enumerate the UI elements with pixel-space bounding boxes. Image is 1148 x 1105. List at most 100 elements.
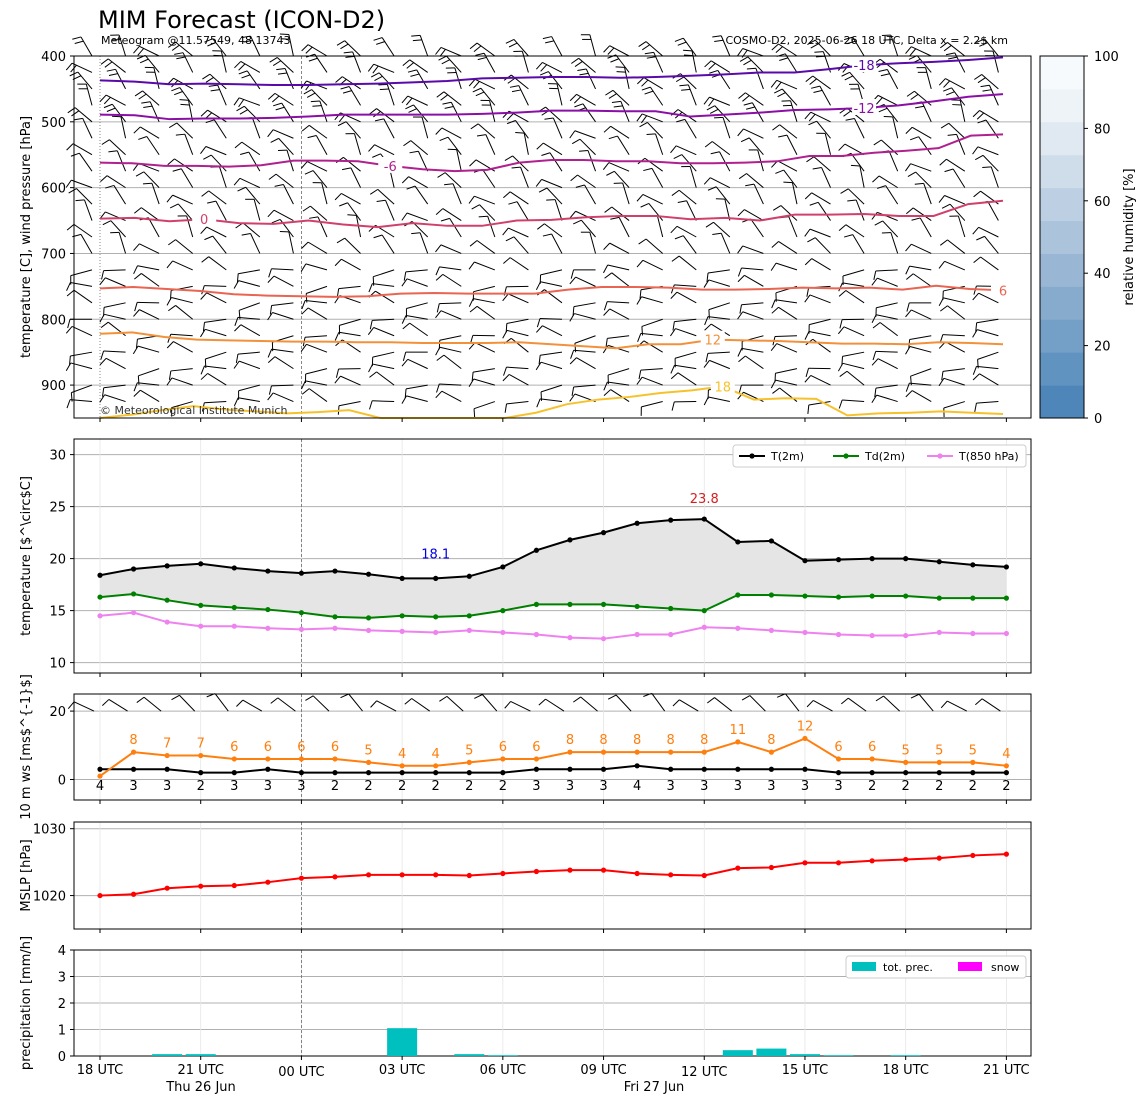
- barb-staff: [409, 59, 428, 73]
- barb-staff: [809, 318, 831, 326]
- wind-barb: [234, 141, 261, 156]
- barb-flag: [300, 380, 306, 390]
- barb-staff: [508, 373, 529, 386]
- legend-swatch: [958, 962, 982, 971]
- barb-flag: [234, 61, 242, 69]
- barb-staff: [139, 45, 160, 57]
- barb-staff: [607, 264, 630, 271]
- wind-barb: [335, 368, 361, 378]
- barb-staff: [70, 399, 93, 403]
- barb-flag: [538, 187, 548, 193]
- wind-barb: [515, 132, 529, 155]
- barb-staff: [288, 231, 294, 254]
- barb-flag: [670, 284, 675, 294]
- barb-staff: [344, 237, 361, 254]
- barb-staff: [618, 217, 630, 238]
- legend-marker: [937, 453, 943, 459]
- wind-barb: [444, 183, 462, 205]
- data-point: [97, 572, 103, 578]
- barb-flag: [200, 226, 208, 235]
- barb-flag: [435, 127, 443, 135]
- y-tick-label: 700: [41, 247, 66, 262]
- barb-flag: [610, 216, 620, 220]
- wind-barb: [841, 71, 865, 90]
- data-point: [164, 752, 170, 759]
- barb-flag: [439, 136, 449, 141]
- barb-staff: [118, 34, 127, 57]
- barb-flag: [569, 393, 576, 402]
- wind-barb: [546, 199, 563, 221]
- barb-flag: [808, 120, 817, 126]
- barb-staff: [546, 187, 563, 205]
- barb-staff: [137, 382, 160, 386]
- wind-barb: [941, 203, 966, 221]
- barb-flag: [708, 98, 715, 107]
- barb-staff: [923, 183, 932, 205]
- barb-flag: [300, 344, 307, 352]
- wind-barb: [236, 105, 261, 123]
- barb-flag: [440, 217, 450, 222]
- data-point: [869, 593, 875, 599]
- data-point: [365, 759, 372, 765]
- barb-flag: [335, 368, 340, 378]
- wind-barb: [135, 171, 160, 188]
- wind-barb: [200, 328, 227, 338]
- wind-barb: [644, 51, 664, 73]
- barb-flag: [974, 154, 984, 161]
- barb-staff: [352, 51, 362, 73]
- speed-label: 2: [197, 779, 205, 794]
- wind-barb: [704, 141, 731, 156]
- data-point: [835, 631, 842, 638]
- barb-flag: [579, 150, 589, 152]
- surface-wind-barb: [504, 701, 531, 712]
- wind-barb: [436, 302, 462, 313]
- model-run-info: COSMO-D2, 2025-06-26 18 UTC, Delta x = 2…: [725, 34, 1008, 47]
- barb-flag: [939, 239, 948, 246]
- barb-staff: [875, 384, 898, 389]
- wind-barb: [670, 284, 697, 294]
- barb-staff: [306, 343, 328, 353]
- barb-staff: [977, 146, 999, 156]
- y-tick-label: 0: [58, 773, 66, 788]
- barb-staff: [914, 90, 932, 106]
- barb-staff: [473, 285, 495, 293]
- wind-barb: [270, 137, 294, 156]
- data-point: [735, 539, 741, 545]
- barb-staff: [508, 227, 529, 238]
- barb-flag: [202, 322, 205, 332]
- barb-staff: [74, 107, 93, 123]
- barb-flag: [878, 68, 888, 72]
- wind-barb: [371, 351, 395, 367]
- barb-staff: [180, 168, 194, 188]
- barb-flag: [841, 71, 850, 77]
- barb-flag: [132, 345, 139, 355]
- barb-staff: [877, 358, 898, 370]
- data-point: [567, 537, 573, 543]
- barb-flag: [200, 329, 206, 338]
- barb-flag: [339, 202, 348, 207]
- barb-flag: [709, 108, 719, 114]
- barb-flag: [66, 143, 74, 151]
- wind-barb: [511, 166, 529, 188]
- barb-staff: [319, 100, 328, 122]
- wind-barb: [401, 95, 428, 106]
- gust-label: 8: [767, 733, 775, 748]
- wind-barb: [110, 231, 127, 254]
- data-point: [903, 856, 909, 863]
- speed-label: 3: [297, 779, 305, 794]
- wind-barb: [805, 338, 831, 353]
- wind-barb: [671, 189, 697, 205]
- barb-staff: [843, 326, 865, 337]
- barb-flag: [570, 174, 578, 182]
- wind-barb: [905, 265, 932, 275]
- barb-flag: [503, 366, 507, 376]
- barb-flag: [542, 36, 552, 40]
- barb-staff: [238, 384, 260, 392]
- barb-staff: [676, 291, 697, 304]
- wind-barb: [840, 188, 865, 205]
- wind-barb: [977, 351, 999, 369]
- barb-staff: [943, 297, 965, 304]
- barb-flag: [874, 220, 883, 226]
- barb-staff: [381, 37, 395, 57]
- data-point: [936, 759, 942, 765]
